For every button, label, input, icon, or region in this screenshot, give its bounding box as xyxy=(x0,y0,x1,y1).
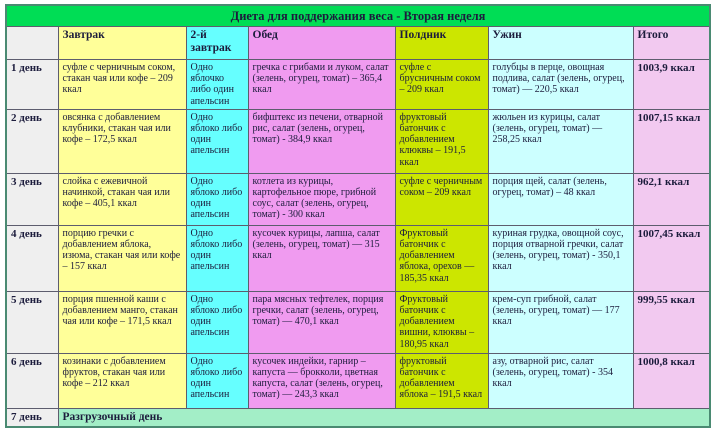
lunch-cell: кусочек курицы, лапша, салат (зелень, ог… xyxy=(247,224,396,292)
dinner-cell: куриная грудка, овощной соус, порция отв… xyxy=(487,224,634,292)
day-label: 5 день xyxy=(5,290,59,354)
lunch-cell: гречка с грибами и луком, салат (зелень,… xyxy=(247,59,396,110)
snack-cell: Фруктовый батончик с добавлением яблока,… xyxy=(394,224,489,292)
second-breakfast-cell: Одно яблочко либо один апельсин xyxy=(185,59,249,110)
table-title: Диета для поддержания веса - Вторая неде… xyxy=(5,4,711,27)
day-label: 6 день xyxy=(5,352,59,409)
lunch-cell: котлета из курицы, картофельное пюре, гр… xyxy=(247,172,396,226)
dinner-cell: голубцы в перце, овощная подлива, салат … xyxy=(487,59,634,110)
dinner-cell: азу, отварной рис, салат (зелень, огурец… xyxy=(487,352,634,409)
diet-table: Диета для поддержания веса - Вторая неде… xyxy=(5,4,712,428)
second-breakfast-cell: Одно яблоко либо один апельсин xyxy=(185,172,249,226)
breakfast-cell: порция пшенной каши с добавлением манго,… xyxy=(57,290,187,354)
lunch-cell: пара мясных тефтелек, порция гречки, сал… xyxy=(247,290,396,354)
lunch-cell: кусочек индейки, гарнир – капуста — брок… xyxy=(247,352,396,409)
dinner-cell: крем-суп грибной, салат (зелень, огурец,… xyxy=(487,290,634,354)
second-breakfast-cell: Одно яблоко либо один апельсин xyxy=(185,290,249,354)
table-row-day7: 7 день Разгрузочный день xyxy=(5,407,711,428)
lunch-cell: бифштекс из печени, отварной рис, салат … xyxy=(247,108,396,174)
title-row: Диета для поддержания веса - Вторая неде… xyxy=(5,4,711,27)
breakfast-cell: суфле с черничным соком, стакан чая или … xyxy=(57,59,187,110)
table-row-day2: 2 день овсянка с добавлением клубники, с… xyxy=(5,108,711,174)
table-row-day1: 1 день суфле с черничным соком, стакан ч… xyxy=(5,59,711,110)
table-row-day3: 3 день слойка с ежевичной начинкой, стак… xyxy=(5,172,711,226)
header-dinner: Ужин xyxy=(487,26,634,60)
snack-cell: фруктовый батончик с добавлением клюквы … xyxy=(394,108,489,174)
total-cell: 1007,45 ккал xyxy=(632,224,711,292)
snack-cell: суфле с брусничным соком – 209 ккал xyxy=(394,59,489,110)
header-second-breakfast: 2-й завтрак xyxy=(185,26,249,60)
second-breakfast-cell: Одно яблоко либо один апельсин xyxy=(185,108,249,174)
breakfast-cell: овсянка с добавлением клубники, стакан ч… xyxy=(57,108,187,174)
table-row-day6: 6 день козинаки с добавлением фруктов, с… xyxy=(5,352,711,409)
header-lunch: Обед xyxy=(247,26,396,60)
day-label: 2 день xyxy=(5,108,59,174)
day-label: 3 день xyxy=(5,172,59,226)
total-cell: 999,55 ккал xyxy=(632,290,711,354)
second-breakfast-cell: Одно яблоко либо один апельсин xyxy=(185,352,249,409)
header-snack: Полдник xyxy=(394,26,489,60)
day-label: 7 день xyxy=(5,407,59,428)
total-cell: 1003,9 ккал xyxy=(632,59,711,110)
snack-cell: суфле с черничным соком – 209 ккал xyxy=(394,172,489,226)
dinner-cell: порция щей, салат (зелень, огурец, томат… xyxy=(487,172,634,226)
day-label: 1 день xyxy=(5,59,59,110)
second-breakfast-cell: Одно яблоко либо один апельсин xyxy=(185,224,249,292)
breakfast-cell: слойка с ежевичной начинкой, стакан чая … xyxy=(57,172,187,226)
breakfast-cell: козинаки с добавлением фруктов, стакан ч… xyxy=(57,352,187,409)
header-total: Итого xyxy=(632,26,711,60)
total-cell: 1007,15 ккал xyxy=(632,108,711,174)
header-row: Завтрак 2-й завтрак Обед Полдник Ужин Ит… xyxy=(5,26,711,60)
header-day xyxy=(5,26,59,60)
table-row-day4: 4 день порцию гречки с добавлением яблок… xyxy=(5,224,711,292)
fasting-day-cell: Разгрузочный день xyxy=(57,407,711,428)
snack-cell: фруктовый батончик с добавлением яблока … xyxy=(394,352,489,409)
day-label: 4 день xyxy=(5,224,59,292)
total-cell: 962,1 ккал xyxy=(632,172,711,226)
table-row-day5: 5 день порция пшенной каши с добавлением… xyxy=(5,290,711,354)
breakfast-cell: порцию гречки с добавлением яблока, изюм… xyxy=(57,224,187,292)
header-breakfast: Завтрак xyxy=(57,26,187,60)
dinner-cell: жюльен из курицы, салат (зелень, огурец,… xyxy=(487,108,634,174)
snack-cell: Фруктовый батончик с добавлением вишни, … xyxy=(394,290,489,354)
total-cell: 1000,8 ккал xyxy=(632,352,711,409)
